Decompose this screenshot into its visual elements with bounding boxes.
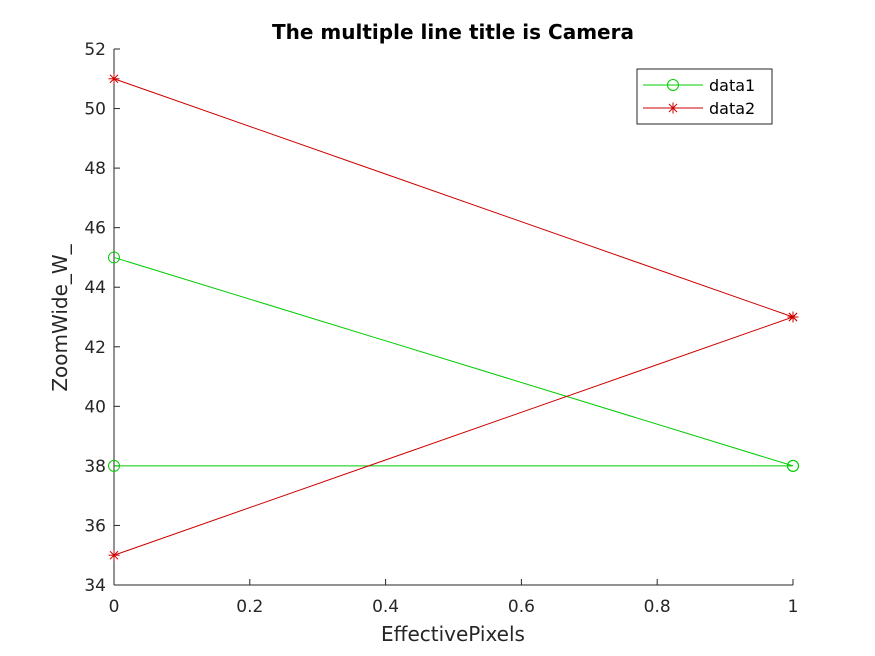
data-point-data2 (108, 73, 120, 85)
axis-ticks: 0 0.2 0.4 0.6 0.8 1 34 36 38 40 42 44 46 48 50 52 (84, 40, 798, 617)
series-line-data2 (113, 78, 795, 556)
x-tick-label: 0.4 (372, 597, 399, 617)
data-point-data1 (787, 459, 799, 472)
y-tick-label: 42 (84, 338, 106, 358)
x-tick-label: 0 (109, 597, 120, 617)
y-tick-label: 48 (84, 159, 106, 179)
x-tick-label: 1 (788, 597, 799, 617)
legend: data1 data2 (636, 68, 773, 125)
y-tick-label: 50 (84, 100, 106, 120)
y-tick-label: 38 (84, 457, 106, 477)
legend-label-data1: data1 (709, 76, 755, 95)
data-point-data2 (787, 311, 799, 323)
x-axis-label: EffectivePixels (381, 622, 525, 646)
legend-box (636, 68, 773, 125)
y-axis-label: ZoomWide_W_ (48, 243, 72, 391)
y-tick-label: 44 (84, 278, 106, 298)
series-line-data1 (113, 256, 794, 467)
y-tick-label: 34 (84, 576, 106, 596)
chart-title: The multiple line title is Camera (272, 20, 634, 44)
y-tick-label: 36 (84, 516, 106, 536)
x-tick-label: 0.8 (644, 597, 671, 617)
y-tick-label: 52 (84, 40, 106, 60)
legend-marker-data1 (667, 79, 679, 91)
legend-marker-data2 (667, 102, 679, 114)
data-point-data1 (108, 459, 120, 472)
y-tick-label: 40 (84, 397, 106, 417)
x-tick-label: 0.6 (508, 597, 535, 617)
data-point-data1 (108, 251, 120, 264)
y-tick-label: 46 (84, 219, 106, 239)
legend-star-icon (667, 102, 679, 114)
x-tick-label: 0.2 (236, 597, 263, 617)
series-layer (108, 73, 799, 561)
data-point-data2 (108, 549, 120, 561)
legend-label-data2: data2 (709, 99, 755, 118)
